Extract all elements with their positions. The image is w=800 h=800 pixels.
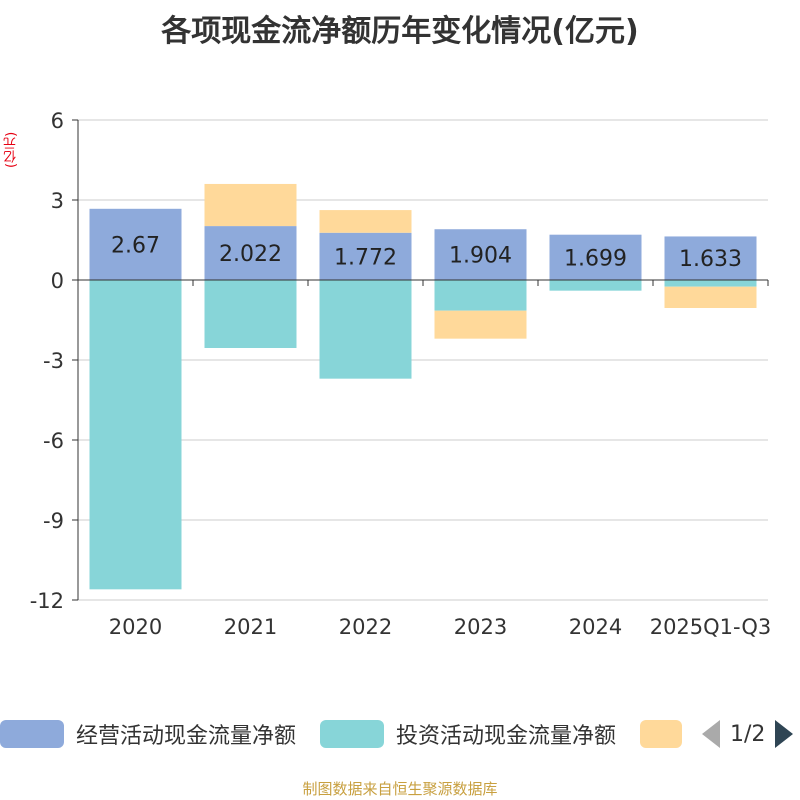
bar-2-2023 (434, 310, 527, 339)
bar-2-2022 (319, 210, 412, 233)
legend-swatch (320, 720, 384, 748)
x-tick-label: 2023 (454, 615, 507, 639)
data-source: 制图数据来自恒生聚源数据库 (302, 780, 498, 798)
bar-0-2022 (319, 232, 412, 280)
bar-0-2020 (89, 208, 182, 280)
y-tick-label: -9 (43, 509, 64, 533)
bar-1-2025Q1-Q3 (664, 280, 757, 287)
data-label: 1.904 (449, 244, 512, 269)
legend-page-indicator: 1/2 (730, 721, 766, 747)
bar-1-2021 (204, 280, 297, 348)
bar-2-2021 (204, 183, 297, 227)
legend-swatch (640, 720, 682, 748)
x-tick-label: 2020 (109, 615, 162, 639)
bar-0-2025Q1-Q3 (664, 236, 757, 280)
x-tick-label: 2021 (224, 615, 277, 639)
legend-label: 投资活动现金流量净额 (396, 724, 617, 749)
x-tick-label: 2024 (569, 615, 622, 639)
y-tick-label: 3 (51, 189, 64, 213)
y-tick-label: 0 (51, 269, 64, 293)
legend-pager: 1/2 (702, 716, 794, 752)
chart-title: 各项现金流净额历年变化情况(亿元) (161, 14, 639, 49)
y-tick-label: -6 (43, 429, 64, 453)
x-tick-label: 2022 (339, 615, 392, 639)
y-tick-label: -3 (43, 349, 64, 373)
bar-0-2024 (549, 234, 642, 280)
data-label: 2.67 (111, 233, 160, 258)
legend-label: 经营活动现金流量净额 (76, 724, 297, 749)
legend-prev-icon[interactable] (702, 720, 720, 748)
legend-next-icon[interactable] (775, 720, 794, 748)
bar-2-2025Q1-Q3 (664, 286, 757, 308)
legend-swatch (0, 720, 64, 748)
legend: 经营活动现金流量净额 投资活动现金流量净额 1/2 (0, 716, 800, 752)
legend-item-financing[interactable] (640, 716, 682, 752)
bar-0-2021 (204, 226, 297, 280)
x-tick-label: 2025Q1-Q3 (650, 615, 772, 639)
chart-canvas: 6 3 0 -3 -6 -9 -12 2.67 2.022 1.772 1.904 1.699 1.63… (30, 109, 772, 639)
legend-item-investing[interactable]: 投资活动现金流量净额 (320, 716, 616, 752)
bar-1-2024 (549, 280, 642, 291)
y-tick-label: -12 (30, 589, 64, 613)
bar-1-2020 (89, 280, 182, 590)
data-label: 1.772 (334, 245, 397, 270)
bar-1-2023 (434, 280, 527, 311)
bar-1-2022 (319, 280, 412, 379)
data-label: 1.633 (679, 247, 742, 272)
data-label: 2.022 (219, 242, 282, 267)
legend-item-operating[interactable]: 经营活动现金流量净额 (0, 716, 296, 752)
y-tick-label: 6 (51, 109, 64, 133)
data-label: 1.699 (564, 246, 627, 271)
bar-0-2023 (434, 229, 527, 280)
